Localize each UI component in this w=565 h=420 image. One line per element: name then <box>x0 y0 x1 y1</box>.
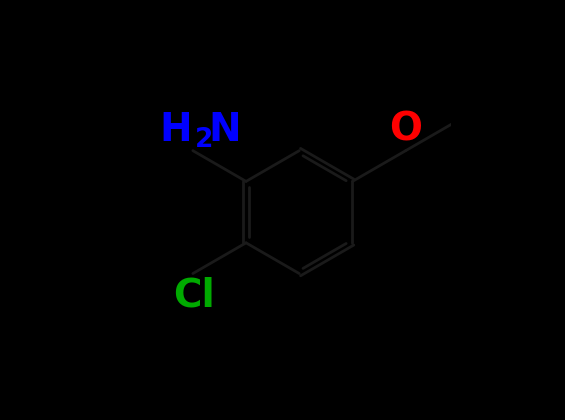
Text: H: H <box>159 111 192 149</box>
Text: 2: 2 <box>195 127 213 153</box>
Text: Cl: Cl <box>173 276 215 314</box>
Text: N: N <box>208 111 241 149</box>
Text: O: O <box>389 110 422 148</box>
